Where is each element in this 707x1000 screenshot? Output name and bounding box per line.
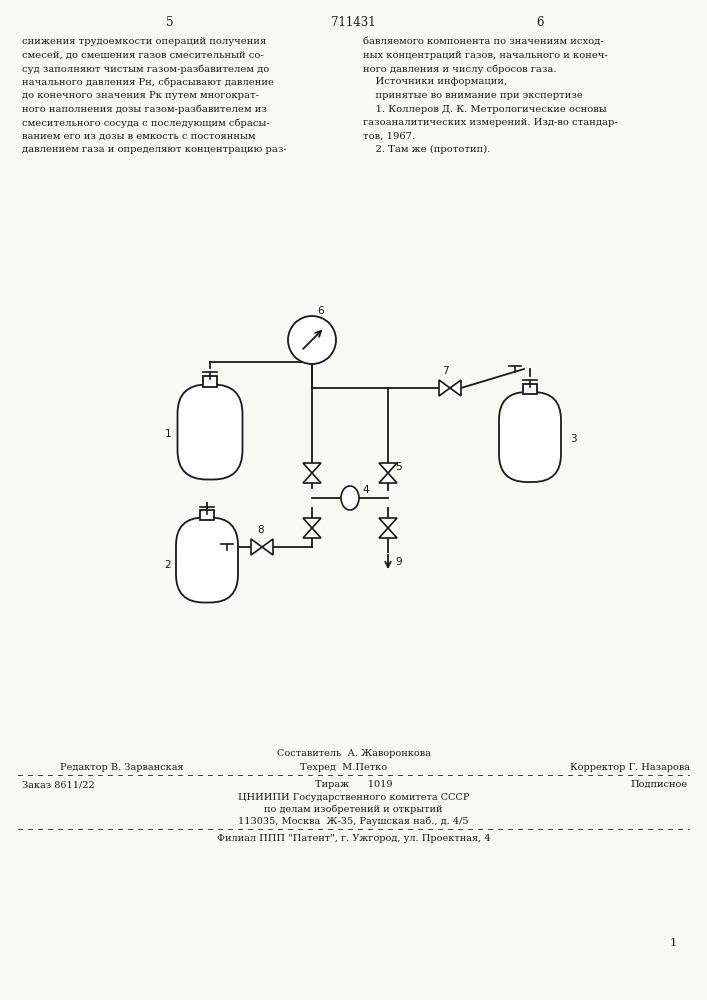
Text: Составитель  А. Жаворонкова: Составитель А. Жаворонкова	[276, 749, 431, 758]
Text: 2. Там же (прототип).: 2. Там же (прототип).	[363, 145, 491, 154]
Ellipse shape	[341, 486, 359, 510]
Polygon shape	[379, 528, 397, 538]
Text: ванием его из дозы в емкость с постоянным: ванием его из дозы в емкость с постоянны…	[22, 131, 255, 140]
Polygon shape	[303, 528, 321, 538]
Text: Заказ 8611/22: Заказ 8611/22	[22, 780, 95, 789]
Text: принятые во внимание при экспертизе: принятые во внимание при экспертизе	[363, 91, 583, 100]
Text: суд заполняют чистым газом-разбавителем до: суд заполняют чистым газом-разбавителем …	[22, 64, 269, 74]
Text: Корректор Г. Назарова: Корректор Г. Назарова	[570, 763, 690, 772]
Circle shape	[288, 316, 336, 364]
Text: по делам изобретений и открытий: по делам изобретений и открытий	[264, 805, 443, 814]
Text: 7: 7	[442, 366, 449, 376]
Text: 9: 9	[395, 557, 402, 567]
Text: давлением газа и определяют концентрацию раз-: давлением газа и определяют концентрацию…	[22, 145, 287, 154]
Text: ЦНИИПИ Государственного комитета СССР: ЦНИИПИ Государственного комитета СССР	[238, 793, 469, 802]
Bar	[523, 384, 537, 394]
Text: до конечного значения Рк путем многократ-: до конечного значения Рк путем многократ…	[22, 91, 259, 100]
Text: Подписное: Подписное	[631, 780, 688, 789]
Polygon shape	[379, 518, 397, 528]
Text: Источники информации,: Источники информации,	[363, 78, 507, 87]
Text: 5: 5	[395, 462, 402, 472]
Text: ного наполнения дозы газом-разбавителем из: ного наполнения дозы газом-разбавителем …	[22, 104, 267, 114]
Bar	[203, 376, 217, 386]
Polygon shape	[439, 380, 450, 396]
Text: ного давления и числу сбросов газа.: ного давления и числу сбросов газа.	[363, 64, 556, 74]
Text: 5: 5	[166, 16, 174, 29]
Text: 3: 3	[570, 434, 577, 444]
Polygon shape	[379, 473, 397, 483]
Text: 1: 1	[165, 429, 172, 439]
Text: 711431: 711431	[331, 16, 376, 29]
Text: Редактор В. Зарванская: Редактор В. Зарванская	[60, 763, 184, 772]
Text: 8: 8	[257, 525, 264, 535]
Text: 6: 6	[536, 16, 544, 29]
Polygon shape	[303, 518, 321, 528]
Text: смесительного сосуда с последующим сбрасы-: смесительного сосуда с последующим сбрас…	[22, 118, 270, 127]
FancyBboxPatch shape	[499, 392, 561, 482]
Text: снижения трудоемкости операций получения: снижения трудоемкости операций получения	[22, 37, 267, 46]
Bar	[200, 510, 214, 520]
Text: начального давления Рн, сбрасывают давление: начального давления Рн, сбрасывают давле…	[22, 78, 274, 87]
Text: ных концентраций газов, начального и конеч-: ных концентраций газов, начального и кон…	[363, 50, 608, 60]
Text: 4: 4	[362, 485, 368, 495]
Text: газоаналитических измерений. Изд-во стандар-: газоаналитических измерений. Изд-во стан…	[363, 118, 618, 127]
Polygon shape	[303, 463, 321, 473]
Text: смесей, до смешения газов смесительный со-: смесей, до смешения газов смесительный с…	[22, 50, 264, 60]
Text: тов, 1967.: тов, 1967.	[363, 131, 415, 140]
Polygon shape	[303, 473, 321, 483]
Text: 6: 6	[317, 306, 324, 316]
Text: бавляемого компонента по значениям исход-: бавляемого компонента по значениям исход…	[363, 37, 604, 46]
Text: Тираж      1019: Тираж 1019	[315, 780, 392, 789]
FancyBboxPatch shape	[177, 384, 243, 480]
Polygon shape	[262, 539, 273, 555]
Text: 2: 2	[164, 560, 170, 570]
Text: 113035, Москва  Ж-35, Раушская наб., д. 4/5: 113035, Москва Ж-35, Раушская наб., д. 4…	[238, 817, 469, 826]
Text: Техред  М.Петко: Техред М.Петко	[300, 763, 387, 772]
Polygon shape	[251, 539, 262, 555]
FancyBboxPatch shape	[176, 518, 238, 602]
Text: Филиал ППП "Патент", г. Ужгород, ул. Проектная, 4: Филиал ППП "Патент", г. Ужгород, ул. Про…	[216, 834, 491, 843]
Polygon shape	[379, 463, 397, 473]
Polygon shape	[450, 380, 461, 396]
Text: 1: 1	[670, 938, 677, 948]
Text: 1. Коллеров Д. К. Метрологические основы: 1. Коллеров Д. К. Метрологические основы	[363, 104, 607, 113]
